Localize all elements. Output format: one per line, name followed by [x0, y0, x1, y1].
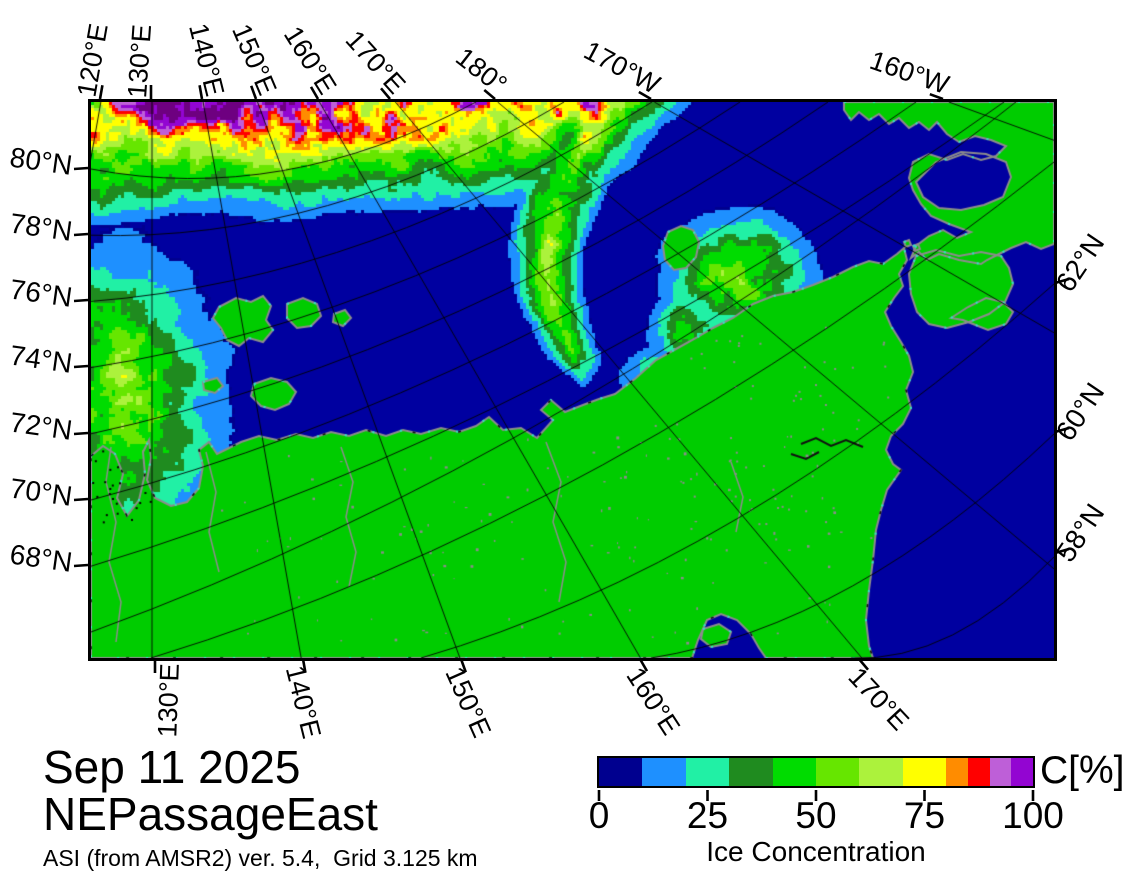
- colorbar-tick-label: 75: [903, 795, 946, 836]
- map-frame: [88, 99, 1057, 661]
- tick-mark: [73, 364, 89, 369]
- title-block: Sep 11 2025 NEPassageEast ASI (from AMSR…: [43, 744, 478, 872]
- top-axis-label: 120°E: [71, 21, 114, 100]
- colorbar-unit-label: C[%]: [1040, 749, 1125, 792]
- colorbar: [597, 756, 1035, 788]
- colorbar-tick-label: 25: [686, 795, 729, 836]
- colorbar-tick-label: 0: [588, 795, 610, 836]
- bottom-axis-label: 170°E: [842, 661, 915, 737]
- colorbar-segment-50-60: [815, 758, 860, 786]
- colorbar-axis-title: Ice Concentration: [706, 836, 926, 867]
- colorbar-segment-0-10: [599, 758, 643, 786]
- top-axis-label: 150°E: [226, 19, 283, 100]
- colorbar-segment-60-70: [859, 758, 903, 786]
- bottom-axis-label: 130°E: [152, 662, 185, 738]
- colorbar-segment-30-40: [729, 758, 773, 786]
- bottom-axis-label: 140°E: [279, 662, 327, 742]
- top-axis-label: 160°E: [278, 20, 343, 100]
- colorbar-segment-70-80: [902, 758, 947, 786]
- colorbar-segment-95-100: [1011, 758, 1033, 786]
- colorbar-segment-40-50: [772, 758, 816, 786]
- tick-mark: [73, 298, 89, 303]
- right-axis-label: 58°N: [1049, 498, 1111, 568]
- ice-concentration-map: [91, 102, 1054, 658]
- left-axis-label: 80°N: [7, 141, 75, 181]
- tick-mark: [73, 431, 89, 436]
- colorbar-tick-label: 50: [795, 795, 837, 836]
- title-region: NEPassageEast: [43, 787, 378, 840]
- right-axis-label: 60°N: [1049, 377, 1111, 447]
- tick-mark: [73, 232, 89, 237]
- colorbar-segment-90-95: [989, 758, 1012, 786]
- left-axis-label: 72°N: [7, 406, 75, 446]
- top-axis-label: 170°W: [578, 35, 665, 100]
- top-axis-label: 180°: [450, 41, 513, 100]
- tick-mark: [73, 497, 89, 502]
- left-axis-label: 74°N: [7, 339, 75, 379]
- left-axis-label: 68°N: [7, 538, 75, 578]
- top-axis-label: 170°E: [339, 24, 412, 100]
- left-axis-label: 78°N: [7, 207, 75, 247]
- colorbar-segment-85-90: [967, 758, 990, 786]
- left-axis-label: 76°N: [7, 273, 75, 313]
- colorbar-segment-80-85: [946, 758, 968, 786]
- top-axis-label: 140°E: [183, 20, 231, 100]
- colorbar-segment-10-20: [642, 758, 686, 786]
- colorbar-tick-label: 100: [1002, 795, 1064, 836]
- colorbar-segment-20-30: [685, 758, 730, 786]
- right-axis-label: 62°N: [1049, 228, 1111, 298]
- title-date: Sep 11 2025: [43, 741, 301, 793]
- title-source: ASI (from AMSR2) ver. 5.4, Grid 3.125 km: [43, 844, 478, 871]
- bottom-axis-label: 150°E: [439, 662, 497, 742]
- top-axis-label: 130°E: [122, 23, 158, 100]
- top-axis-label: 160°W: [865, 45, 953, 100]
- left-axis-label: 70°N: [7, 472, 75, 512]
- tick-mark: [73, 563, 89, 568]
- bottom-axis-label: 160°E: [620, 661, 686, 741]
- tick-mark: [73, 166, 89, 171]
